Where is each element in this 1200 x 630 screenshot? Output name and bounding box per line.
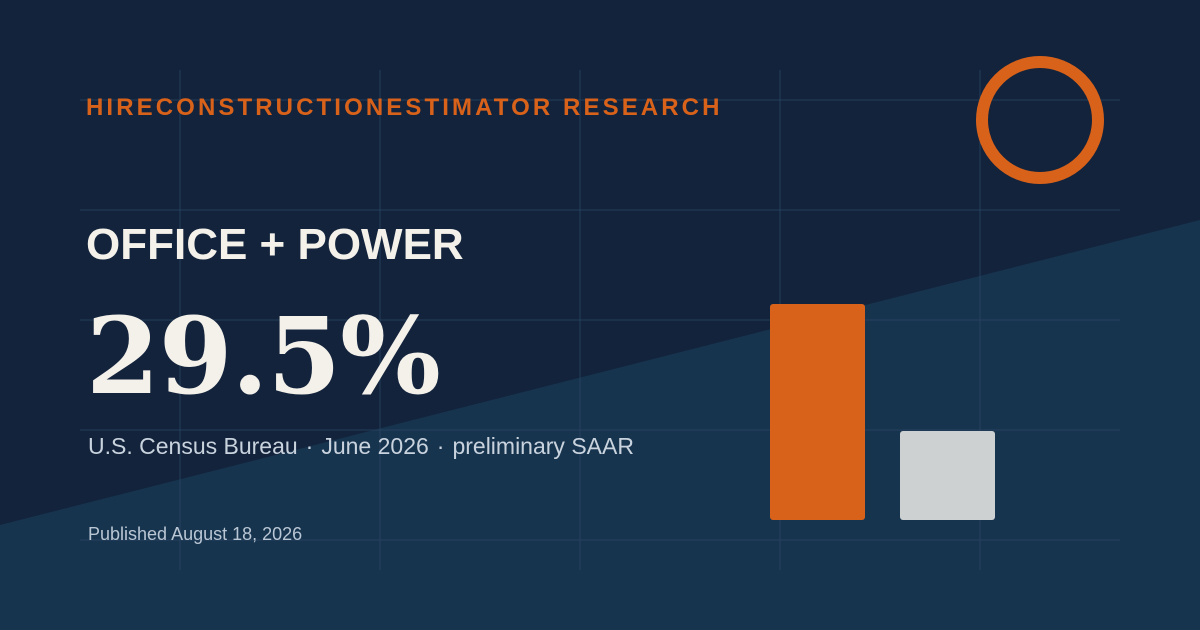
grid-lines [80, 70, 1120, 570]
published-date: Published August 18, 2026 [88, 524, 303, 544]
brand-label: HIRECONSTRUCTIONESTIMATOR RESEARCH [86, 94, 723, 121]
background-diagonal-band [0, 220, 1200, 630]
source-period: June 2026 [321, 433, 429, 459]
source-separator: · [436, 433, 445, 459]
source-note: preliminary SAAR [452, 433, 634, 459]
metric-value: 29.5% [86, 293, 441, 418]
orange-ring-icon [976, 56, 1104, 184]
source-separator: · [305, 433, 314, 459]
headline: OFFICE + POWER [86, 220, 464, 269]
source-line: U.S. Census Bureau · June 2026 · preliminary… [88, 432, 634, 460]
source-agency: U.S. Census Bureau [88, 433, 298, 459]
